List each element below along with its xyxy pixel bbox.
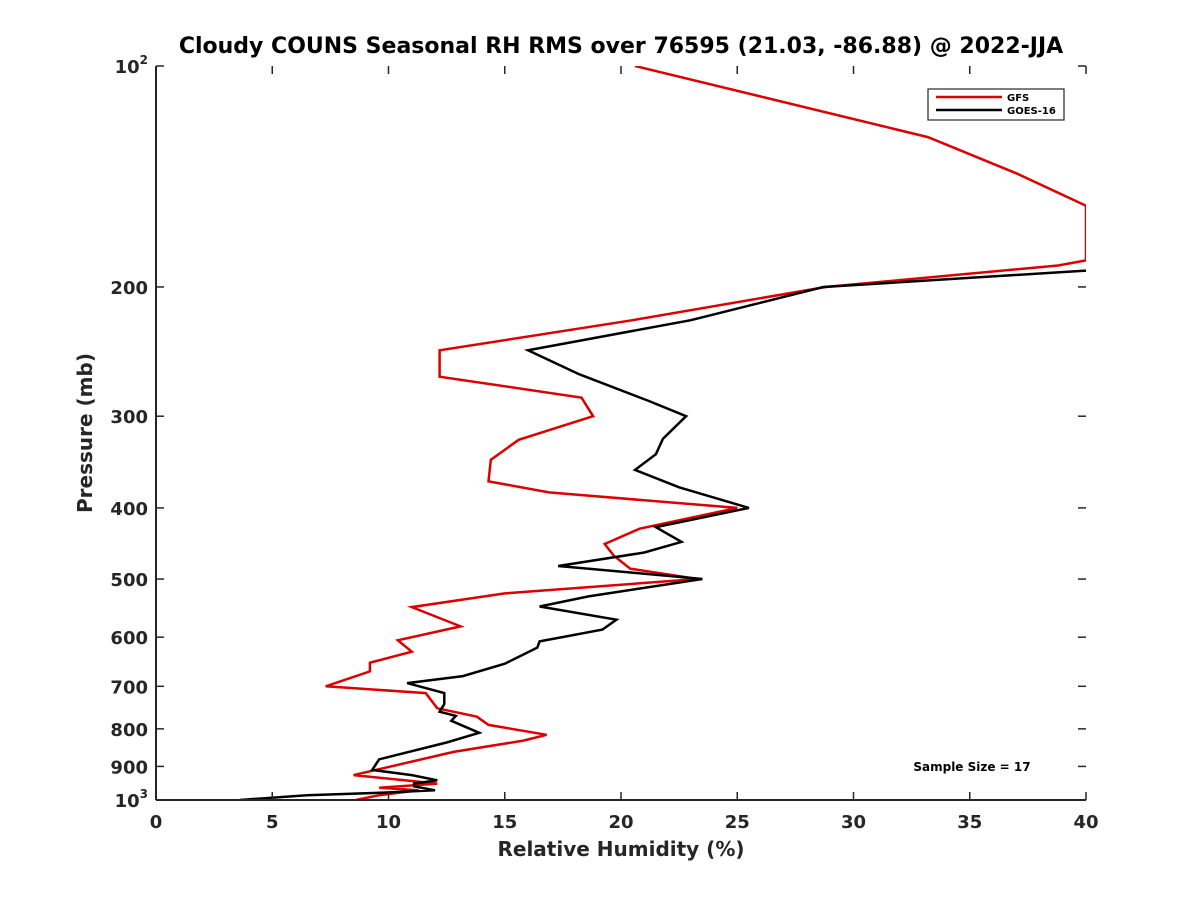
x-tick-label: 20 — [608, 812, 633, 833]
chart-title: Cloudy COUNS Seasonal RH RMS over 76595 … — [179, 34, 1063, 59]
x-tick-label: 30 — [841, 812, 866, 833]
x-tick-label: 5 — [266, 812, 279, 833]
y-tick-label: 300 — [110, 407, 148, 428]
x-axis-ticks: 0 5 10 15 20 25 30 35 40 — [150, 66, 1099, 833]
y-axis-label: Pressure (mb) — [73, 353, 97, 513]
x-tick-label: 35 — [957, 812, 982, 833]
legend-label-goes-16: GOES-16 — [1007, 106, 1056, 117]
plot-area — [156, 66, 1086, 800]
y-tick-label-power: 102 — [115, 53, 148, 78]
y-tick-label-power: 103 — [115, 787, 148, 812]
y-axis-ticks: 102 200 300 400 500 600 700 800 900 103 — [110, 53, 1086, 812]
x-tick-label: 40 — [1073, 812, 1098, 833]
y-tick-label: 600 — [110, 628, 148, 649]
x-tick-label: 25 — [725, 812, 750, 833]
legend: GFS GOES-16 — [927, 88, 1065, 121]
y-tick-label: 400 — [110, 499, 148, 520]
series-layer — [239, 66, 1086, 800]
legend-label-gfs: GFS — [1007, 93, 1029, 104]
x-tick-label: 15 — [492, 812, 517, 833]
y-tick-label: 700 — [110, 677, 148, 698]
series-line-goes-16 — [239, 269, 1086, 800]
x-tick-label: 0 — [150, 812, 163, 833]
legend-box — [927, 88, 1065, 121]
sample-size-annotation: Sample Size = 17 — [913, 760, 1030, 774]
y-tick-label: 900 — [110, 757, 148, 778]
y-tick-label: 200 — [110, 278, 148, 299]
y-tick-label: 500 — [110, 570, 148, 591]
x-axis-label: Relative Humidity (%) — [497, 837, 744, 861]
y-tick-label: 800 — [110, 720, 148, 741]
x-tick-label: 10 — [376, 812, 401, 833]
